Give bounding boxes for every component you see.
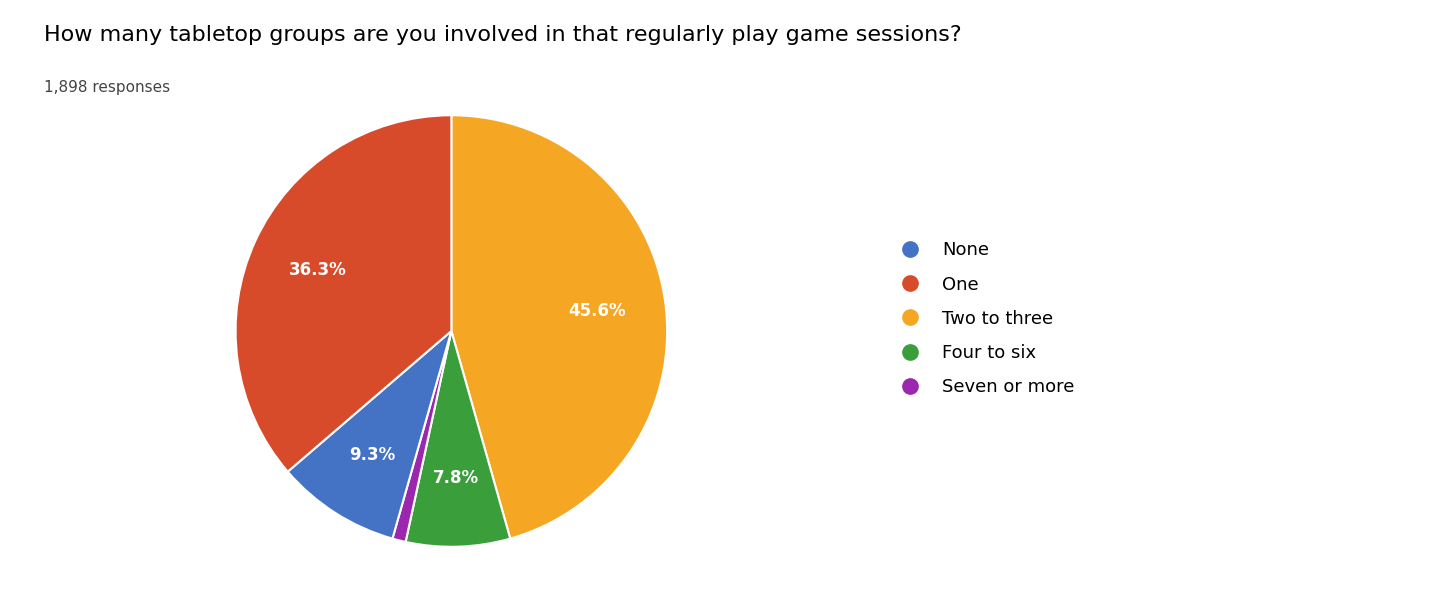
Text: 45.6%: 45.6% xyxy=(568,302,626,320)
Text: 7.8%: 7.8% xyxy=(432,469,479,487)
Text: 36.3%: 36.3% xyxy=(290,261,347,279)
Text: 9.3%: 9.3% xyxy=(349,446,396,463)
Wedge shape xyxy=(288,331,451,539)
Wedge shape xyxy=(236,115,451,471)
Wedge shape xyxy=(406,331,510,547)
Text: How many tabletop groups are you involved in that regularly play game sessions?: How many tabletop groups are you involve… xyxy=(44,25,961,45)
Text: 1,898 responses: 1,898 responses xyxy=(44,80,170,94)
Legend: None, One, Two to three, Four to six, Seven or more: None, One, Two to three, Four to six, Se… xyxy=(882,232,1083,405)
Wedge shape xyxy=(393,331,451,542)
Wedge shape xyxy=(451,115,667,539)
